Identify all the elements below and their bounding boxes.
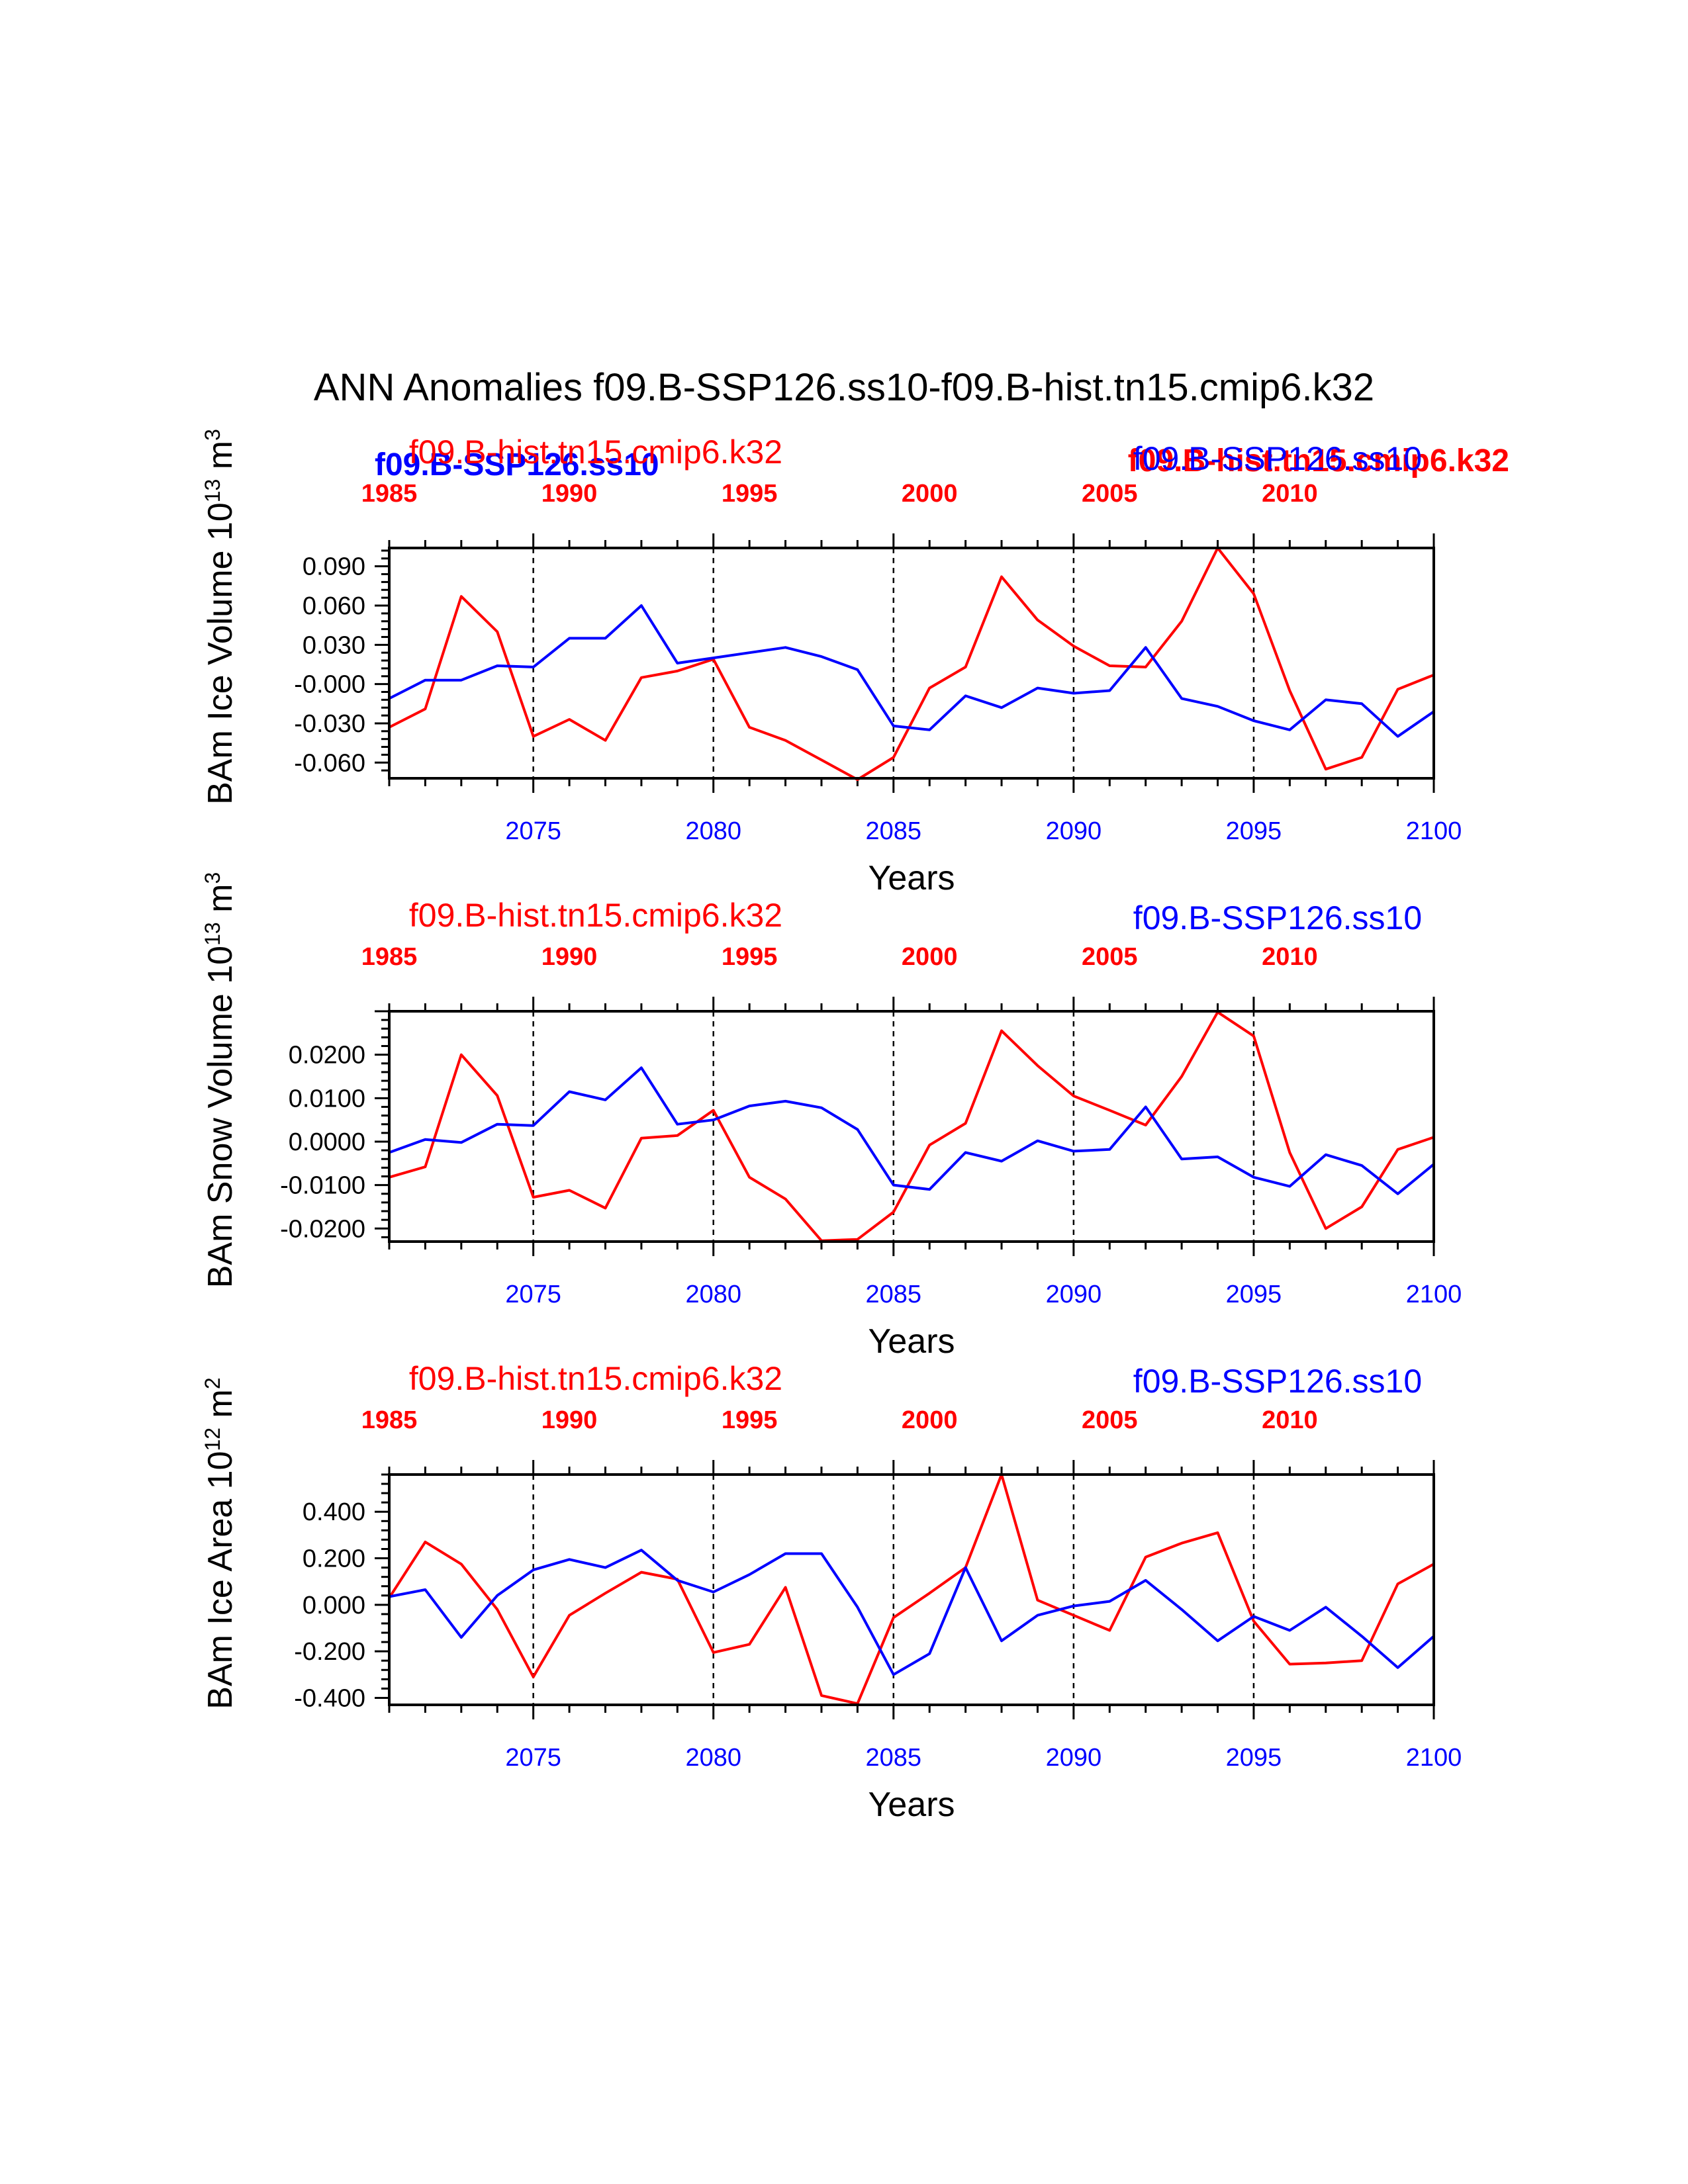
bottom-tick-label: 2080 [685,1281,741,1308]
top-tick-label: 2000 [902,1406,958,1434]
panel-title-hist: f09.B-hist.tn15.cmip6.k32 [409,897,782,934]
top-tick-label: 1995 [722,480,778,508]
y-tick-label: -0.060 [294,749,365,777]
series-line-ssp [389,1066,1435,1195]
figure-title: ANN Anomalies f09.B-SSP126.ss10-f09.B-hi… [314,366,1374,409]
y-tick-label: -0.000 [294,671,365,699]
x-axis-title: Years [868,859,955,897]
bottom-tick-label: 2100 [1406,1744,1462,1772]
y-axis-title: BAm Snow Volume 1013 m3 [201,872,240,1289]
bottom-tick-label: 2075 [505,1744,561,1772]
plot-frame [388,547,1435,780]
panel-1: f09.B-hist.tn15.cmip6.k32 f09.B-SSP126.ss… [201,429,1462,897]
y-tick-label: -0.400 [294,1684,365,1712]
x-axis-title: Years [868,1786,955,1824]
plot-frame [388,1010,1435,1243]
y-tick-label: 0.0100 [289,1085,365,1113]
y-tick-label: 0.030 [303,631,365,659]
x-axis-title: Years [868,1322,955,1361]
ylabel-exponent: 13 [201,479,224,503]
panel-3: f09.B-hist.tn15.cmip6.k32 f09.B-SSP126.ss… [201,1360,1462,1824]
ylabel-text: BAm Ice Volume 10 [201,502,240,805]
series-line-ssp [389,604,1435,738]
panel-title-ssp: f09.B-SSP126.ss10 [1133,440,1422,477]
ylabel-unit: m [201,1389,240,1428]
bottom-tick-label: 2085 [866,1281,922,1308]
ylabel-unit-exponent: 2 [201,1377,224,1389]
top-tick-label: 2000 [902,943,958,971]
y-tick-label: 0.090 [303,553,365,581]
y-tick-label: -0.0200 [280,1215,365,1243]
y-axis-title: BAm Ice Area 1012 m2 [201,1377,240,1709]
bottom-tick-label: 2090 [1046,1281,1102,1308]
panel-2: f09.B-hist.tn15.cmip6.k32 f09.B-SSP126.ss… [201,872,1462,1361]
top-tick-label: 1990 [541,1406,598,1434]
top-tick-label: 1990 [541,480,598,508]
y-tick-label: 0.0000 [289,1128,365,1156]
panel-title-ssp: f09.B-SSP126.ss10 [1133,899,1422,936]
y-tick-label: 0.0200 [289,1042,365,1069]
top-tick-label: 1995 [722,1406,778,1434]
top-tick-label: 1995 [722,943,778,971]
bottom-tick-label: 2100 [1406,1281,1462,1308]
top-tick-label: 1985 [361,480,418,508]
y-tick-label: 0.400 [303,1498,365,1526]
top-tick-label: 2010 [1262,943,1318,971]
bottom-tick-label: 2095 [1226,1744,1282,1772]
top-tick-label: 2010 [1262,480,1318,508]
bottom-tick-label: 2075 [505,817,561,845]
series-line-ssp [389,1549,1435,1676]
bottom-tick-label: 2080 [685,817,741,845]
bottom-tick-label: 2075 [505,1281,561,1308]
top-tick-label: 2000 [902,480,958,508]
y-tick-label: 0.060 [303,592,365,620]
bottom-tick-label: 2080 [685,1744,741,1772]
top-tick-label: 1985 [361,943,418,971]
top-tick-label: 2005 [1082,943,1138,971]
plot-frame [388,1473,1435,1706]
ylabel-unit-exponent: 3 [201,872,224,884]
ylabel-text: BAm Snow Volume 10 [201,946,240,1288]
ylabel-exponent: 13 [201,922,224,946]
y-tick-label: -0.0100 [280,1172,365,1200]
bottom-tick-label: 2085 [866,1744,922,1772]
overlap-label-ssp: f09.B-SSP126.ss10 [375,447,659,482]
bottom-tick-label: 2100 [1406,817,1462,845]
y-axis-title: BAm Ice Volume 1013 m3 [201,429,240,805]
bottom-tick-label: 2090 [1046,1744,1102,1772]
bottom-tick-label: 2085 [866,817,922,845]
overlap-label-hist: f09.B-hist.tn15.cmip6.k32 [1128,443,1509,478]
y-tick-label: 0.200 [303,1545,365,1573]
y-tick-label: -0.030 [294,710,365,738]
y-tick-label: -0.200 [294,1638,365,1666]
bottom-tick-label: 2095 [1226,817,1282,845]
top-tick-label: 1990 [541,943,598,971]
panel-title-hist: f09.B-hist.tn15.cmip6.k32 [409,1360,782,1397]
top-tick-label: 1985 [361,1406,418,1434]
bottom-tick-label: 2090 [1046,817,1102,845]
top-tick-label: 2005 [1082,1406,1138,1434]
ylabel-unit-exponent: 3 [201,429,224,441]
panels-group: f09.B-hist.tn15.cmip6.k32 f09.B-SSP126.ss… [201,429,1462,1824]
bottom-tick-label: 2095 [1226,1281,1282,1308]
ylabel-text: BAm Ice Area 10 [201,1451,240,1709]
ylabel-unit: m [201,441,240,479]
series-line-hist [389,1011,1434,1242]
panel-title-hist: f09.B-hist.tn15.cmip6.k32 [409,433,782,471]
ylabel-unit: m [201,884,240,923]
ylabel-exponent: 12 [201,1428,224,1451]
y-tick-label: 0.000 [303,1592,365,1619]
panel-title-ssp: f09.B-SSP126.ss10 [1133,1363,1422,1400]
series-line-hist [388,1473,1434,1706]
top-tick-label: 2005 [1082,480,1138,508]
top-tick-label: 2010 [1262,1406,1318,1434]
series-line-hist [389,547,1434,781]
